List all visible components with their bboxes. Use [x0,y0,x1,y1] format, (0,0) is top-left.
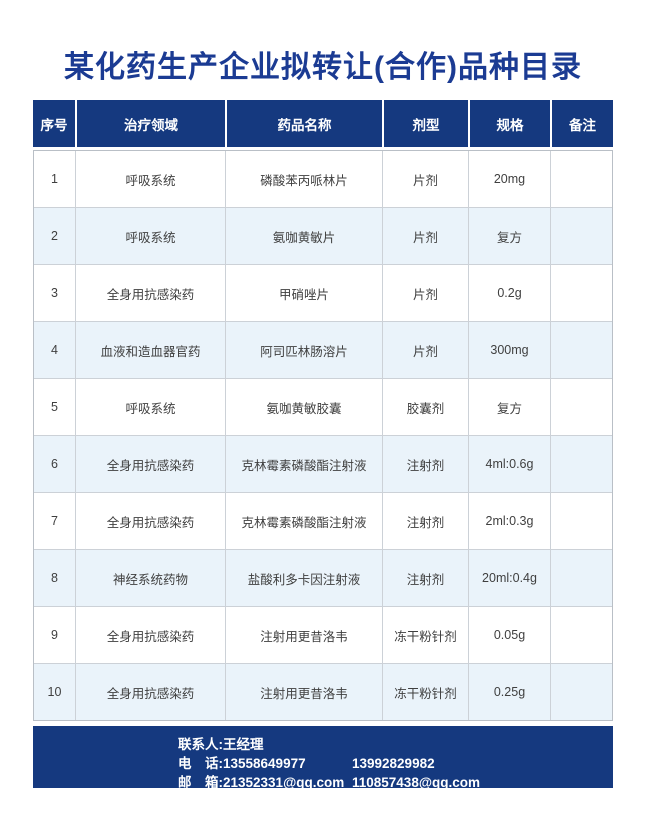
table-row: 10 全身用抗感染药 注射用更昔洛韦 冻干粉针剂 0.25g [34,663,612,720]
cell-specification: 20ml:0.4g [469,550,551,606]
cell-remark [551,322,612,378]
phone-line: 电 话: 13558649977 13992829982 [178,754,613,773]
cell-serial: 4 [34,322,76,378]
column-header-specification: 规格 [468,100,550,147]
cell-serial: 1 [34,151,76,207]
cell-specification: 复方 [469,379,551,435]
table-row: 9 全身用抗感染药 注射用更昔洛韦 冻干粉针剂 0.05g [34,606,612,663]
table-row: 4 血液和造血器官药 阿司匹林肠溶片 片剂 300mg [34,321,612,378]
cell-therapy-area: 血液和造血器官药 [76,322,226,378]
cell-therapy-area: 神经系统药物 [76,550,226,606]
column-header-dosage-form: 剂型 [382,100,468,147]
page-title: 某化药生产企业拟转让(合作)品种目录 [64,51,582,84]
cell-drug-name: 注射用更昔洛韦 [226,607,383,663]
contact-footer: 联系人:王经理 电 话: 13558649977 13992829982 邮 箱… [33,726,613,790]
cell-serial: 3 [34,265,76,321]
cell-therapy-area: 全身用抗感染药 [76,265,226,321]
cell-dosage-form: 注射剂 [383,550,469,606]
cell-specification: 20mg [469,151,551,207]
cell-dosage-form: 片剂 [383,151,469,207]
column-header-drug-name: 药品名称 [225,100,382,147]
email-secondary: 110857438@qq.com [352,775,480,790]
cell-remark [551,379,612,435]
cell-therapy-area: 全身用抗感染药 [76,493,226,549]
cell-specification: 2ml:0.3g [469,493,551,549]
cell-specification: 4ml:0.6g [469,436,551,492]
phone-primary: 13558649977 [223,756,306,771]
cell-specification: 300mg [469,322,551,378]
cell-drug-name: 甲硝唑片 [226,265,383,321]
cell-dosage-form: 片剂 [383,322,469,378]
cell-remark [551,151,612,207]
cell-drug-name: 氨咖黄敏胶囊 [226,379,383,435]
cell-therapy-area: 全身用抗感染药 [76,664,226,720]
contact-name: 联系人:王经理 [178,737,264,752]
cell-drug-name: 注射用更昔洛韦 [226,664,383,720]
cell-therapy-area: 全身用抗感染药 [76,436,226,492]
cell-drug-name: 阿司匹林肠溶片 [226,322,383,378]
cell-dosage-form: 冻干粉针剂 [383,664,469,720]
cell-serial: 2 [34,208,76,264]
phone-secondary: 13992829982 [352,756,435,771]
cell-serial: 5 [34,379,76,435]
cell-remark [551,664,612,720]
column-header-remark: 备注 [550,100,613,147]
cell-drug-name: 磷酸苯丙哌林片 [226,151,383,207]
cell-drug-name: 氨咖黄敏片 [226,208,383,264]
cell-dosage-form: 片剂 [383,265,469,321]
cell-therapy-area: 呼吸系统 [76,151,226,207]
table-row: 5 呼吸系统 氨咖黄敏胶囊 胶囊剂 复方 [34,378,612,435]
cell-dosage-form: 胶囊剂 [383,379,469,435]
cell-specification: 0.2g [469,265,551,321]
cell-drug-name: 克林霉素磷酸酯注射液 [226,493,383,549]
cell-specification: 0.05g [469,607,551,663]
table-body: 1 呼吸系统 磷酸苯丙哌林片 片剂 20mg 2 呼吸系统 氨咖黄敏片 片剂 复… [33,150,613,721]
cell-drug-name: 盐酸利多卡因注射液 [226,550,383,606]
table-row: 6 全身用抗感染药 克林霉素磷酸酯注射液 注射剂 4ml:0.6g [34,435,612,492]
table-row: 1 呼吸系统 磷酸苯丙哌林片 片剂 20mg [34,151,612,207]
email-line: 邮 箱: 21352331@qq.com 110857438@qq.com [178,773,613,792]
cell-dosage-form: 注射剂 [383,493,469,549]
cell-serial: 9 [34,607,76,663]
cell-drug-name: 克林霉素磷酸酯注射液 [226,436,383,492]
cell-therapy-area: 呼吸系统 [76,208,226,264]
cell-remark [551,550,612,606]
column-header-serial: 序号 [40,117,68,133]
cell-dosage-form: 冻干粉针剂 [383,607,469,663]
cell-remark [551,607,612,663]
cell-remark [551,436,612,492]
cell-therapy-area: 全身用抗感染药 [76,607,226,663]
column-header-therapy-area: 治疗领域 [75,100,225,147]
cell-therapy-area: 呼吸系统 [76,379,226,435]
cell-remark [551,493,612,549]
cell-serial: 10 [34,664,76,720]
contact-name-line: 联系人:王经理 [178,735,613,754]
cell-remark [551,265,612,321]
email-label: 邮 箱: [178,775,223,790]
email-primary: 21352331@qq.com [223,775,345,790]
table-row: 3 全身用抗感染药 甲硝唑片 片剂 0.2g [34,264,612,321]
table-row: 7 全身用抗感染药 克林霉素磷酸酯注射液 注射剂 2ml:0.3g [34,492,612,549]
cell-dosage-form: 注射剂 [383,436,469,492]
cell-specification: 复方 [469,208,551,264]
cell-specification: 0.25g [469,664,551,720]
cell-remark [551,208,612,264]
table-row: 8 神经系统药物 盐酸利多卡因注射液 注射剂 20ml:0.4g [34,549,612,606]
cell-serial: 6 [34,436,76,492]
table-row: 2 呼吸系统 氨咖黄敏片 片剂 复方 [34,207,612,264]
cell-serial: 8 [34,550,76,606]
table-header-row: 序号 治疗领域 药品名称 剂型 规格 备注 [33,100,613,147]
cell-dosage-form: 片剂 [383,208,469,264]
phone-label: 电 话: [178,756,223,771]
cell-serial: 7 [34,493,76,549]
